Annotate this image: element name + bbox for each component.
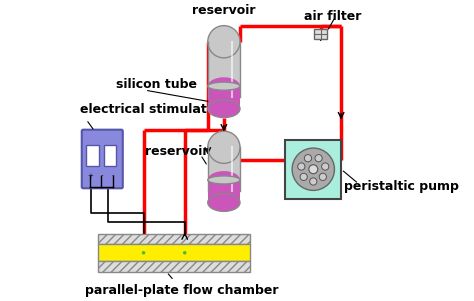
- Ellipse shape: [208, 176, 240, 184]
- FancyBboxPatch shape: [82, 130, 123, 188]
- Bar: [314, 29, 327, 39]
- Ellipse shape: [208, 77, 240, 95]
- Ellipse shape: [208, 131, 240, 163]
- Ellipse shape: [208, 194, 240, 211]
- Circle shape: [304, 155, 311, 162]
- Circle shape: [315, 155, 322, 162]
- Text: air filter: air filter: [304, 10, 362, 23]
- Text: parallel-plate flow chamber: parallel-plate flow chamber: [85, 284, 278, 296]
- Circle shape: [292, 148, 335, 191]
- Circle shape: [183, 251, 186, 255]
- Bar: [208, 147, 240, 191]
- Circle shape: [310, 178, 317, 185]
- Circle shape: [298, 163, 305, 170]
- Bar: [285, 140, 341, 199]
- Text: silicon tube: silicon tube: [116, 78, 197, 91]
- Circle shape: [142, 251, 146, 255]
- Circle shape: [319, 173, 327, 181]
- Bar: [98, 261, 250, 272]
- Text: reservoir: reservoir: [145, 145, 209, 158]
- Text: peristaltic pump: peristaltic pump: [344, 180, 459, 193]
- Bar: [86, 144, 99, 166]
- Text: -: -: [112, 173, 114, 179]
- Circle shape: [300, 173, 307, 181]
- Bar: [98, 234, 250, 244]
- Text: reservoir: reservoir: [192, 4, 255, 17]
- Text: -: -: [100, 173, 103, 179]
- Bar: [208, 86, 240, 109]
- Text: electrical stimulator: electrical stimulator: [80, 104, 222, 116]
- Circle shape: [321, 163, 329, 170]
- Text: +: +: [87, 173, 93, 179]
- Bar: [104, 144, 116, 166]
- Ellipse shape: [208, 100, 240, 118]
- Ellipse shape: [208, 82, 240, 90]
- Circle shape: [309, 165, 318, 174]
- Bar: [208, 180, 240, 203]
- Ellipse shape: [208, 171, 240, 189]
- Bar: [208, 42, 240, 98]
- Ellipse shape: [208, 26, 240, 58]
- Bar: [98, 244, 250, 261]
